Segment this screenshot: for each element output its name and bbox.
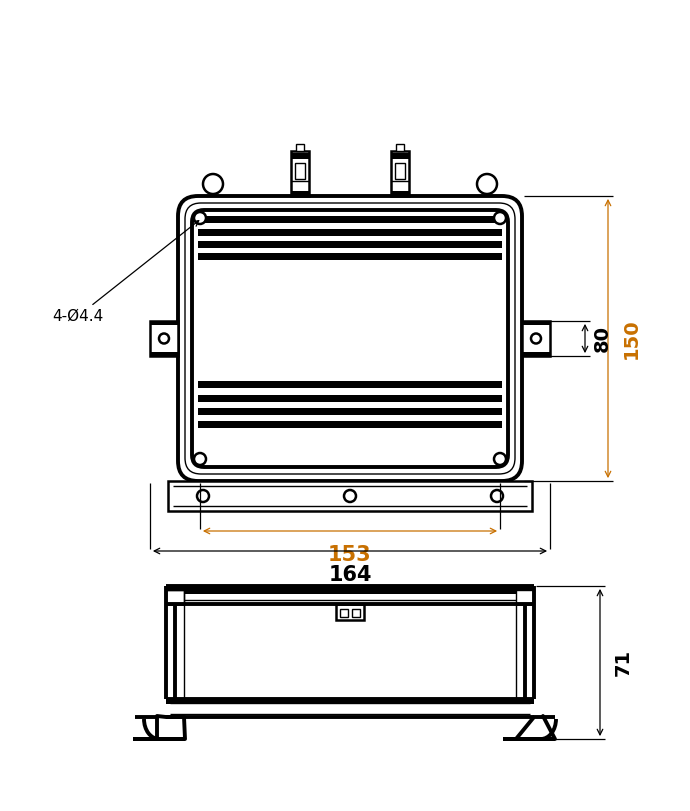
Bar: [340, 609, 348, 617]
Text: 153: 153: [328, 545, 372, 565]
Text: 164: 164: [328, 565, 372, 585]
Bar: [336, 604, 364, 620]
Bar: [168, 481, 532, 511]
Bar: [522, 321, 550, 356]
Bar: [198, 408, 502, 415]
Bar: [198, 421, 502, 428]
Text: 80: 80: [593, 325, 612, 352]
Bar: [522, 321, 550, 325]
Text: 71: 71: [614, 649, 633, 676]
Text: 150: 150: [622, 318, 641, 358]
FancyBboxPatch shape: [192, 210, 508, 467]
FancyBboxPatch shape: [185, 203, 515, 474]
Bar: [295, 163, 305, 179]
Bar: [166, 699, 534, 704]
Circle shape: [194, 453, 206, 465]
Polygon shape: [135, 717, 185, 739]
FancyBboxPatch shape: [178, 196, 522, 481]
Bar: [391, 153, 409, 159]
Circle shape: [197, 490, 209, 502]
Bar: [198, 395, 502, 402]
Circle shape: [494, 212, 506, 224]
Bar: [291, 151, 309, 196]
Bar: [291, 153, 309, 159]
Bar: [522, 352, 550, 356]
Bar: [150, 321, 178, 325]
Bar: [150, 352, 178, 356]
Bar: [198, 216, 502, 223]
Bar: [166, 586, 534, 594]
Bar: [166, 590, 184, 604]
Bar: [198, 229, 502, 236]
Bar: [391, 191, 409, 196]
Bar: [395, 163, 405, 179]
Circle shape: [344, 490, 356, 502]
Bar: [198, 241, 502, 248]
Bar: [516, 590, 534, 604]
Bar: [291, 191, 309, 196]
Circle shape: [159, 333, 169, 344]
Circle shape: [477, 174, 497, 194]
Circle shape: [491, 490, 503, 502]
Circle shape: [203, 174, 223, 194]
Bar: [396, 144, 404, 151]
Bar: [198, 253, 502, 260]
Bar: [391, 151, 409, 196]
Circle shape: [494, 453, 506, 465]
Circle shape: [531, 333, 541, 344]
Bar: [150, 321, 178, 356]
Circle shape: [194, 212, 206, 224]
Bar: [198, 381, 502, 388]
Bar: [352, 609, 360, 617]
Text: 4-Ø4.4: 4-Ø4.4: [52, 221, 199, 324]
Bar: [296, 144, 304, 151]
